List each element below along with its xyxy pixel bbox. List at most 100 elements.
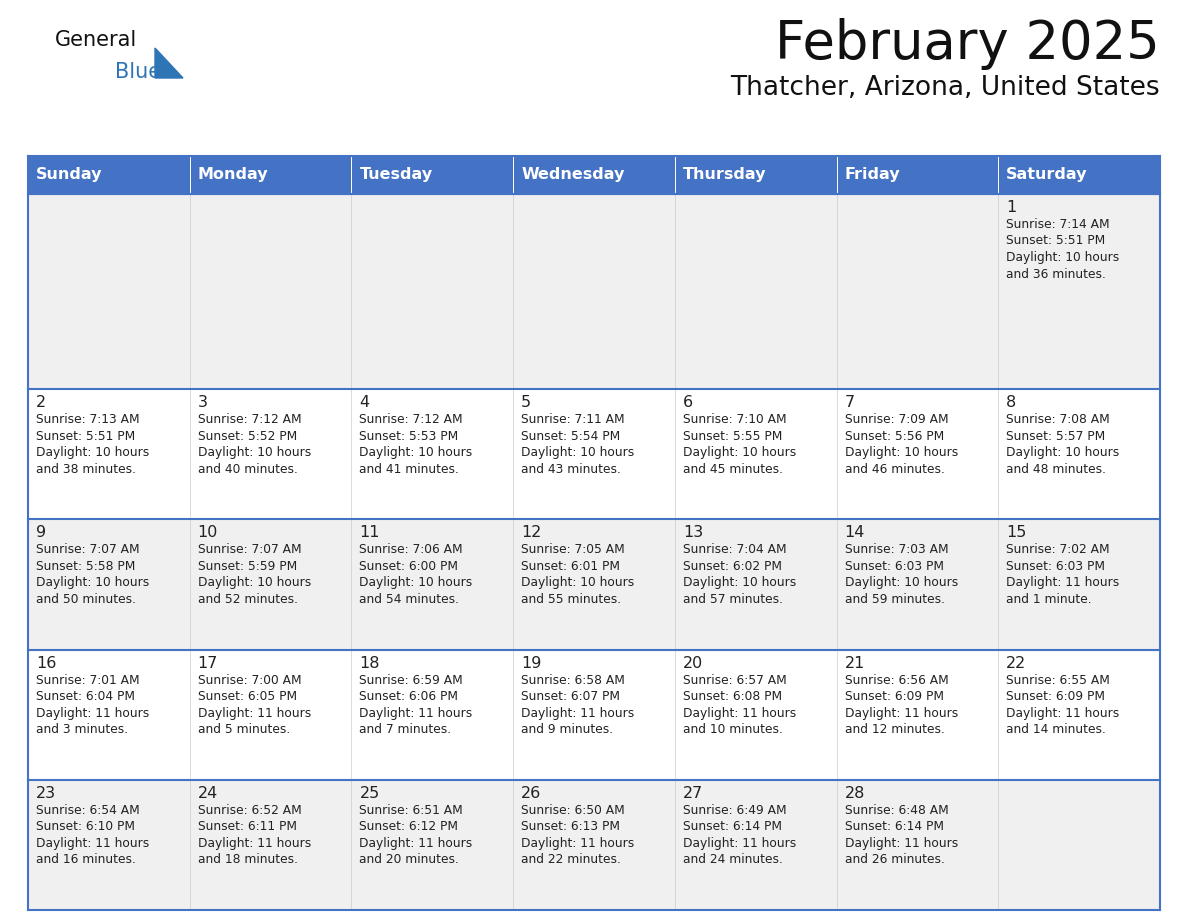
Text: 28: 28 <box>845 786 865 800</box>
Text: Daylight: 11 hours: Daylight: 11 hours <box>845 707 958 720</box>
Text: Sunset: 6:02 PM: Sunset: 6:02 PM <box>683 560 782 573</box>
Text: Sunset: 6:09 PM: Sunset: 6:09 PM <box>845 690 943 703</box>
Text: Sunset: 6:08 PM: Sunset: 6:08 PM <box>683 690 782 703</box>
Text: Tuesday: Tuesday <box>360 167 432 183</box>
Text: Daylight: 10 hours: Daylight: 10 hours <box>522 446 634 459</box>
Text: Sunrise: 7:07 AM: Sunrise: 7:07 AM <box>197 543 302 556</box>
Text: 16: 16 <box>36 655 56 671</box>
Text: Daylight: 11 hours: Daylight: 11 hours <box>1006 577 1119 589</box>
Text: Sunrise: 6:49 AM: Sunrise: 6:49 AM <box>683 804 786 817</box>
Text: Sunrise: 7:09 AM: Sunrise: 7:09 AM <box>845 413 948 426</box>
Text: 24: 24 <box>197 786 217 800</box>
Text: and 59 minutes.: and 59 minutes. <box>845 593 944 606</box>
Text: Sunset: 6:04 PM: Sunset: 6:04 PM <box>36 690 135 703</box>
Text: Daylight: 10 hours: Daylight: 10 hours <box>1006 446 1119 459</box>
Text: and 16 minutes.: and 16 minutes. <box>36 854 135 867</box>
Text: Daylight: 10 hours: Daylight: 10 hours <box>360 446 473 459</box>
Text: 23: 23 <box>36 786 56 800</box>
Text: Sunset: 6:12 PM: Sunset: 6:12 PM <box>360 821 459 834</box>
Text: 22: 22 <box>1006 655 1026 671</box>
Text: Daylight: 10 hours: Daylight: 10 hours <box>197 577 311 589</box>
Text: 13: 13 <box>683 525 703 541</box>
Text: Sunrise: 7:10 AM: Sunrise: 7:10 AM <box>683 413 786 426</box>
Text: Sunset: 5:52 PM: Sunset: 5:52 PM <box>197 430 297 442</box>
Text: and 12 minutes.: and 12 minutes. <box>845 723 944 736</box>
Text: Daylight: 11 hours: Daylight: 11 hours <box>522 707 634 720</box>
Text: Sunset: 6:03 PM: Sunset: 6:03 PM <box>845 560 943 573</box>
Bar <box>29 389 1159 520</box>
Text: and 1 minute.: and 1 minute. <box>1006 593 1092 606</box>
Text: Sunrise: 7:12 AM: Sunrise: 7:12 AM <box>360 413 463 426</box>
Text: Sunrise: 7:13 AM: Sunrise: 7:13 AM <box>36 413 140 426</box>
Text: 6: 6 <box>683 396 693 410</box>
Text: Sunrise: 6:48 AM: Sunrise: 6:48 AM <box>845 804 948 817</box>
Text: Sunset: 6:10 PM: Sunset: 6:10 PM <box>36 821 135 834</box>
Text: and 24 minutes.: and 24 minutes. <box>683 854 783 867</box>
Text: and 50 minutes.: and 50 minutes. <box>36 593 135 606</box>
Text: Daylight: 11 hours: Daylight: 11 hours <box>845 837 958 850</box>
Text: 2: 2 <box>36 396 46 410</box>
Text: Sunrise: 7:05 AM: Sunrise: 7:05 AM <box>522 543 625 556</box>
Text: Daylight: 11 hours: Daylight: 11 hours <box>1006 707 1119 720</box>
Text: Daylight: 11 hours: Daylight: 11 hours <box>360 707 473 720</box>
Text: 11: 11 <box>360 525 380 541</box>
Text: Daylight: 10 hours: Daylight: 10 hours <box>845 446 958 459</box>
Text: 15: 15 <box>1006 525 1026 541</box>
Text: Monday: Monday <box>197 167 268 183</box>
Text: 14: 14 <box>845 525 865 541</box>
Text: Sunset: 6:14 PM: Sunset: 6:14 PM <box>845 821 943 834</box>
Text: Daylight: 10 hours: Daylight: 10 hours <box>845 577 958 589</box>
Text: Sunset: 6:06 PM: Sunset: 6:06 PM <box>360 690 459 703</box>
Text: and 10 minutes.: and 10 minutes. <box>683 723 783 736</box>
Text: Sunset: 6:11 PM: Sunset: 6:11 PM <box>197 821 297 834</box>
Text: Sunrise: 7:11 AM: Sunrise: 7:11 AM <box>522 413 625 426</box>
Text: Sunset: 6:01 PM: Sunset: 6:01 PM <box>522 560 620 573</box>
Text: 9: 9 <box>36 525 46 541</box>
Text: Daylight: 11 hours: Daylight: 11 hours <box>36 707 150 720</box>
Text: and 20 minutes.: and 20 minutes. <box>360 854 460 867</box>
Text: Sunrise: 7:03 AM: Sunrise: 7:03 AM <box>845 543 948 556</box>
Text: Daylight: 10 hours: Daylight: 10 hours <box>1006 251 1119 264</box>
Text: Friday: Friday <box>845 167 901 183</box>
Text: and 5 minutes.: and 5 minutes. <box>197 723 290 736</box>
Text: Daylight: 11 hours: Daylight: 11 hours <box>197 837 311 850</box>
Text: Sunrise: 6:56 AM: Sunrise: 6:56 AM <box>845 674 948 687</box>
Text: Sunrise: 7:00 AM: Sunrise: 7:00 AM <box>197 674 302 687</box>
Text: and 3 minutes.: and 3 minutes. <box>36 723 128 736</box>
Bar <box>29 520 1159 650</box>
Text: 21: 21 <box>845 655 865 671</box>
Text: and 22 minutes.: and 22 minutes. <box>522 854 621 867</box>
Text: Sunrise: 7:04 AM: Sunrise: 7:04 AM <box>683 543 786 556</box>
Text: Sunset: 5:58 PM: Sunset: 5:58 PM <box>36 560 135 573</box>
Text: 3: 3 <box>197 396 208 410</box>
Text: Sunrise: 7:08 AM: Sunrise: 7:08 AM <box>1006 413 1110 426</box>
Bar <box>29 779 1159 910</box>
Text: Sunrise: 6:52 AM: Sunrise: 6:52 AM <box>197 804 302 817</box>
Text: Daylight: 10 hours: Daylight: 10 hours <box>197 446 311 459</box>
Text: Sunrise: 7:01 AM: Sunrise: 7:01 AM <box>36 674 140 687</box>
Text: Blue: Blue <box>115 62 162 82</box>
Text: 20: 20 <box>683 655 703 671</box>
Text: Sunset: 5:54 PM: Sunset: 5:54 PM <box>522 430 620 442</box>
Text: Sunrise: 6:57 AM: Sunrise: 6:57 AM <box>683 674 786 687</box>
Text: and 7 minutes.: and 7 minutes. <box>360 723 451 736</box>
Text: Sunset: 6:00 PM: Sunset: 6:00 PM <box>360 560 459 573</box>
Text: and 26 minutes.: and 26 minutes. <box>845 854 944 867</box>
Text: Sunset: 6:07 PM: Sunset: 6:07 PM <box>522 690 620 703</box>
Polygon shape <box>154 48 183 78</box>
Text: Daylight: 10 hours: Daylight: 10 hours <box>683 446 796 459</box>
Text: Sunday: Sunday <box>36 167 102 183</box>
Text: Sunset: 5:51 PM: Sunset: 5:51 PM <box>1006 234 1106 248</box>
Text: Sunrise: 7:14 AM: Sunrise: 7:14 AM <box>1006 218 1110 231</box>
Text: and 9 minutes.: and 9 minutes. <box>522 723 613 736</box>
Text: Daylight: 10 hours: Daylight: 10 hours <box>36 446 150 459</box>
Text: and 57 minutes.: and 57 minutes. <box>683 593 783 606</box>
Text: Wednesday: Wednesday <box>522 167 625 183</box>
Text: Daylight: 10 hours: Daylight: 10 hours <box>522 577 634 589</box>
Text: Daylight: 11 hours: Daylight: 11 hours <box>522 837 634 850</box>
Text: Thatcher, Arizona, United States: Thatcher, Arizona, United States <box>731 75 1159 101</box>
Text: and 41 minutes.: and 41 minutes. <box>360 463 460 476</box>
Text: Sunrise: 7:02 AM: Sunrise: 7:02 AM <box>1006 543 1110 556</box>
Text: Sunset: 6:14 PM: Sunset: 6:14 PM <box>683 821 782 834</box>
Text: Daylight: 10 hours: Daylight: 10 hours <box>360 577 473 589</box>
